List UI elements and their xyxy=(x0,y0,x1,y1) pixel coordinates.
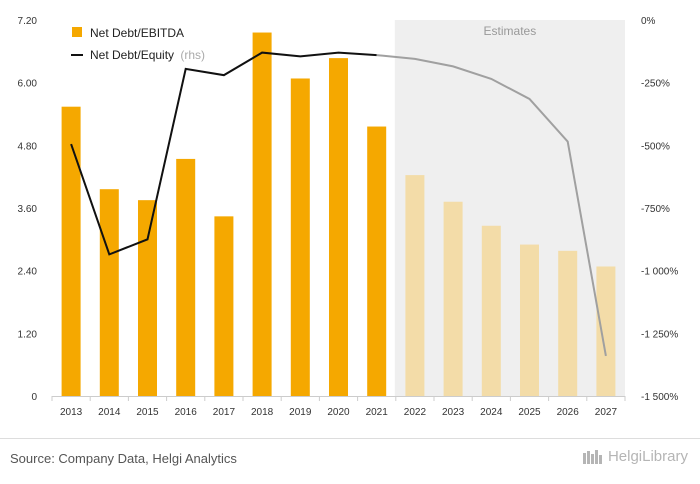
x-tick-label: 2023 xyxy=(442,407,465,418)
x-tick-label: 2026 xyxy=(557,407,580,418)
line-net-debt-equity-actual xyxy=(70,51,377,256)
bar-2021 xyxy=(367,126,387,397)
x-tick-label: 2024 xyxy=(480,407,503,418)
x-tick-label: 2014 xyxy=(98,407,121,418)
x-tick-label: 2017 xyxy=(213,407,236,418)
x-tick-label: 2015 xyxy=(136,407,159,418)
x-axis: 2013 2014 2015 2016 2017 2018 2019 2020 2021 2022… xyxy=(51,396,626,418)
bar-2027 xyxy=(596,266,616,396)
bar-2023 xyxy=(443,201,463,396)
bar-2020 xyxy=(329,58,348,396)
bar-2017 xyxy=(214,216,234,396)
right-tick-label: -250% xyxy=(641,79,670,90)
right-tick-label: -750% xyxy=(641,204,670,215)
legend-label-net-debt-ebitda: Net Debt/EBITDA xyxy=(90,26,184,40)
bar-2018 xyxy=(252,32,272,397)
left-tick-label: 6.00 xyxy=(18,79,38,90)
right-axis: 0% -250% -500% -750% -1 000% -1 250% -1 500% xyxy=(641,16,678,403)
library-icon xyxy=(582,449,602,464)
left-tick-label: 3.60 xyxy=(18,204,38,215)
right-tick-label: -1 000% xyxy=(641,267,678,278)
bar-2014 xyxy=(99,189,119,396)
line-net-debt-equity-estimate xyxy=(376,54,607,357)
bar-2022 xyxy=(405,175,425,396)
bars-layer xyxy=(61,32,616,397)
right-tick-label: -500% xyxy=(641,141,670,152)
bar-2024 xyxy=(481,225,501,396)
brand-logo: HelgiLibrary xyxy=(582,448,688,465)
right-tick-label: -1 250% xyxy=(641,329,678,340)
chart: Estimates 0 1.20 2.40 3.60 4.80 6.00 7.20 0% -2… xyxy=(18,16,679,418)
estimates-band xyxy=(394,20,625,396)
bar-2025 xyxy=(520,244,539,396)
bar-2013 xyxy=(61,106,81,396)
x-tick-label: 2018 xyxy=(251,407,274,418)
bar-2019 xyxy=(290,78,310,396)
footer: Source: Company Data, Helgi Analytics He… xyxy=(0,438,700,484)
x-tick-label: 2022 xyxy=(404,407,427,418)
bar-2015 xyxy=(138,200,157,396)
x-tick-label: 2025 xyxy=(518,407,541,418)
bar-2026 xyxy=(558,250,578,396)
legend: Net Debt/EBITDA Net Debt/Equity (rhs) xyxy=(71,26,205,62)
left-tick-label: 0 xyxy=(31,392,37,403)
x-tick-label: 2027 xyxy=(595,407,618,418)
legend-label-net-debt-equity: Net Debt/Equity (rhs) xyxy=(90,48,205,62)
x-tick-label: 2013 xyxy=(60,407,83,418)
right-tick-label: -1 500% xyxy=(641,392,678,403)
line-layer xyxy=(70,51,607,357)
left-tick-label: 4.80 xyxy=(18,141,38,152)
legend-swatch-net-debt-ebitda xyxy=(72,27,82,37)
left-tick-label: 2.40 xyxy=(18,267,38,278)
source-note: Source: Company Data, Helgi Analytics xyxy=(10,451,237,466)
x-tick-label: 2019 xyxy=(289,407,312,418)
right-tick-label: 0% xyxy=(641,16,656,27)
x-tick-label: 2021 xyxy=(366,407,389,418)
left-tick-label: 1.20 xyxy=(18,329,38,340)
brand-name: HelgiLibrary xyxy=(607,448,688,465)
estimates-label: Estimates xyxy=(484,24,537,38)
x-tick-label: 2016 xyxy=(175,407,198,418)
left-axis: 0 1.20 2.40 3.60 4.80 6.00 7.20 xyxy=(18,16,38,403)
left-tick-label: 7.20 xyxy=(18,16,38,27)
bar-2016 xyxy=(176,158,196,396)
x-tick-label: 2020 xyxy=(327,407,350,418)
